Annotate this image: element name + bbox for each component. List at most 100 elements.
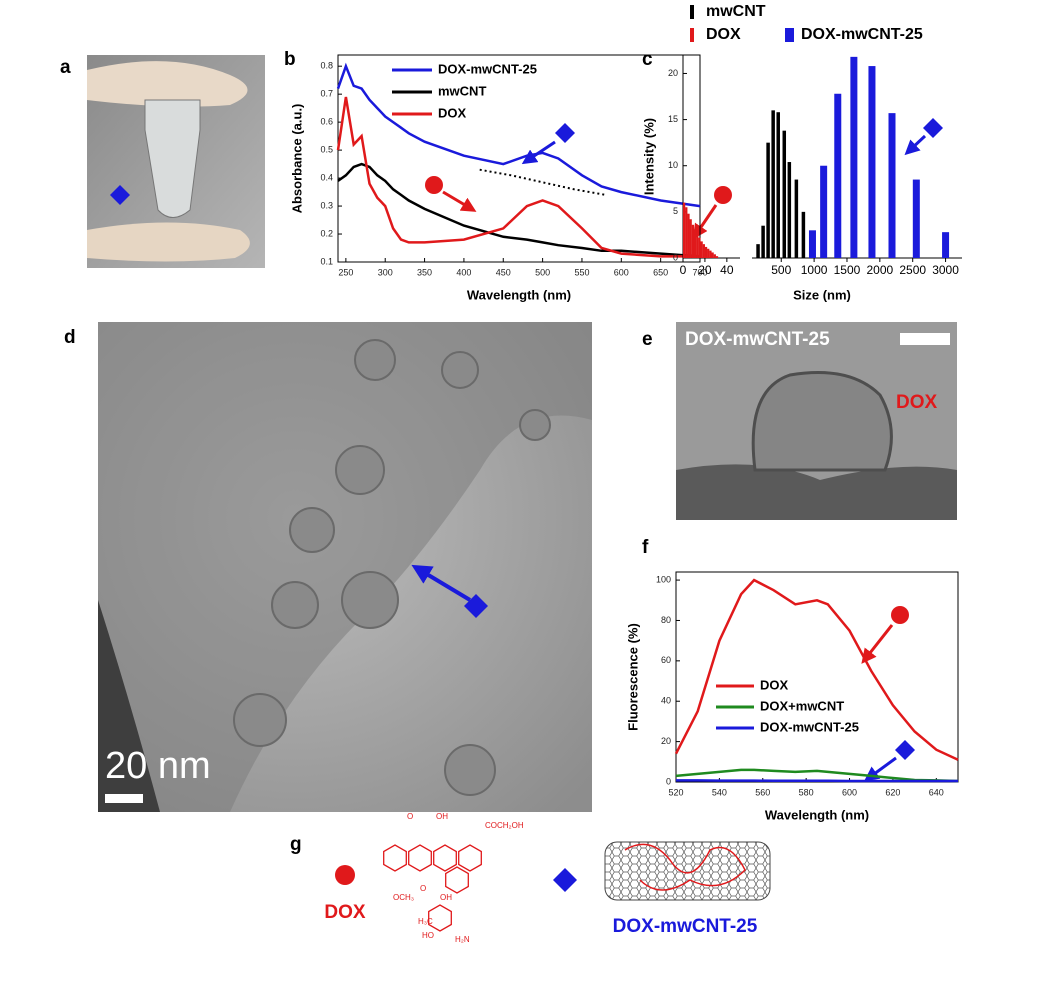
y-tick-label: 0.4 xyxy=(320,172,333,182)
y-tick-label: 100 xyxy=(656,574,671,584)
ring xyxy=(408,844,432,872)
x-tick-label: 520 xyxy=(668,787,683,797)
legend-label: DOX xyxy=(760,677,789,692)
line xyxy=(336,62,701,208)
x-tick-label: 1000 xyxy=(801,263,828,277)
bar xyxy=(834,93,842,258)
atom: H₂N xyxy=(455,935,470,944)
y-tick-label: 0.6 xyxy=(320,117,333,127)
legend-label: DOX+mwCNT xyxy=(760,698,844,713)
bar xyxy=(713,254,716,258)
y-tick-label: 0.3 xyxy=(320,200,333,210)
atom: OH xyxy=(436,812,448,821)
bar xyxy=(698,237,701,258)
y-tick-label: 0.1 xyxy=(320,256,333,266)
bar xyxy=(912,179,920,258)
bar xyxy=(704,246,708,258)
y-tick-label: 80 xyxy=(661,615,671,625)
x-tick-label: 600 xyxy=(614,267,629,277)
x-tick-label: 300 xyxy=(378,267,393,277)
bar xyxy=(942,232,950,258)
x-axis-title: Size (nm) xyxy=(793,287,851,302)
panel-label: d xyxy=(64,327,76,348)
dox-label: DOX xyxy=(324,902,366,923)
bar xyxy=(685,207,688,258)
legend-label: DOX-mwCNT-25 xyxy=(801,26,923,43)
x-axis-title: Wavelength (nm) xyxy=(765,807,869,822)
x-tick-label: 40 xyxy=(720,263,734,277)
x-tick-label: 2000 xyxy=(866,263,893,277)
bar xyxy=(820,165,828,258)
x-tick-label: 640 xyxy=(929,787,944,797)
y-axis-title: Intensity (%) xyxy=(641,118,656,195)
panel-label: g xyxy=(290,834,302,855)
atom: OCH₃ xyxy=(393,893,414,902)
x-tick-label: 250 xyxy=(338,267,353,277)
panel-label: f xyxy=(642,537,649,558)
line xyxy=(337,162,701,258)
bar xyxy=(766,142,770,258)
ring xyxy=(458,844,482,872)
bar xyxy=(693,229,697,258)
x-tick-label: 0 xyxy=(680,263,687,277)
particle-label: DOX xyxy=(896,392,938,413)
y-tick-label: 5 xyxy=(673,206,678,216)
legend-swatch xyxy=(690,28,694,42)
bar xyxy=(794,179,799,258)
tem-image-d: 20 nm xyxy=(98,322,592,812)
y-tick-label: 15 xyxy=(668,114,678,124)
bar xyxy=(711,252,714,258)
bar xyxy=(771,110,775,258)
y-axis-title: Fluorescence (%) xyxy=(625,623,640,731)
x-tick-label: 540 xyxy=(712,787,727,797)
atom: COCH₂OH xyxy=(485,821,524,830)
bar xyxy=(689,219,692,258)
y-tick-label: 0 xyxy=(673,252,678,262)
panel-label: a xyxy=(60,57,71,78)
y-tick-label: 60 xyxy=(661,655,671,665)
x-tick-label: 700 xyxy=(692,267,707,277)
bar xyxy=(888,113,896,258)
y-tick-label: 0.2 xyxy=(320,228,333,238)
bar xyxy=(782,130,787,258)
legend-label: DOX xyxy=(438,105,467,120)
y-tick-label: 20 xyxy=(668,68,678,78)
bar xyxy=(691,224,695,258)
legend-label: DOX-mwCNT-25 xyxy=(438,61,537,76)
bar xyxy=(808,230,816,258)
bar xyxy=(709,250,712,258)
x-tick-label: 1500 xyxy=(834,263,861,277)
ring xyxy=(428,904,452,932)
panel-label: e xyxy=(642,329,653,350)
scale-label: 20 nm xyxy=(105,745,211,787)
bar xyxy=(761,225,765,258)
panel-label: c xyxy=(642,49,653,70)
x-tick-label: 620 xyxy=(885,787,900,797)
atom: O xyxy=(407,812,413,821)
y-tick-label: 20 xyxy=(661,736,671,746)
bar xyxy=(868,66,876,258)
y-axis-title: Absorbance (a.u.) xyxy=(289,104,304,214)
x-tick-label: 450 xyxy=(496,267,511,277)
y-tick-label: 0.7 xyxy=(320,89,333,99)
annotations xyxy=(425,118,943,782)
x-tick-label: 650 xyxy=(653,267,668,277)
tem-image-e: DOX-mwCNT-25 DOX xyxy=(676,322,957,520)
bar xyxy=(702,244,705,258)
bar xyxy=(682,202,686,258)
line xyxy=(674,578,959,761)
bar xyxy=(700,241,703,258)
x-tick-label: 500 xyxy=(535,267,550,277)
atom: O xyxy=(420,884,426,893)
atom-labels: O OH COCH₂OH OCH₃ O OH H₃C HO H₂N xyxy=(393,812,524,944)
bar xyxy=(687,213,690,258)
x-tick-label: 350 xyxy=(417,267,432,277)
photo-a xyxy=(87,55,265,268)
y-tick-label: 0.8 xyxy=(320,61,333,71)
legend-label: mwCNT xyxy=(438,83,486,98)
x-tick-label: 550 xyxy=(574,267,589,277)
y-tick-label: 0.5 xyxy=(320,144,333,154)
legend-label: mwCNT xyxy=(706,3,766,20)
plot-frame xyxy=(337,54,701,263)
